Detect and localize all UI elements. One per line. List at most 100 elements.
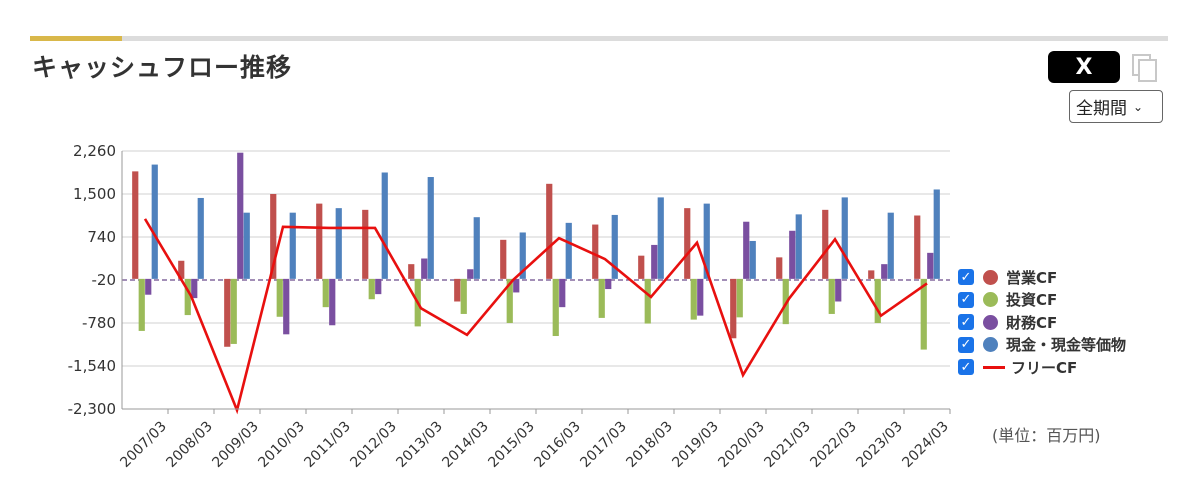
x-tick-label: 2012/03 [347, 419, 399, 471]
copy-icon[interactable] [1132, 54, 1158, 82]
bar-2 [506, 278, 513, 323]
bar-4 [381, 172, 388, 279]
bar-3 [513, 278, 520, 293]
bar-4 [565, 222, 572, 279]
legend-swatch-cash [983, 337, 998, 353]
x-tick-label: 2017/03 [577, 419, 629, 471]
period-select[interactable]: 全期間 ⌄ [1069, 90, 1163, 123]
bar-2 [828, 278, 835, 314]
bar-4 [243, 212, 250, 279]
legend-swatch-investing [983, 292, 998, 308]
y-tick-label: 1,500 [73, 185, 116, 203]
y-tick-label: -1,540 [68, 357, 116, 375]
bar-3 [789, 230, 796, 279]
bar-layer [132, 152, 940, 350]
bar-1 [316, 203, 323, 279]
bar-2 [644, 278, 651, 324]
bar-4 [151, 164, 158, 279]
bar-1 [178, 260, 185, 279]
x-tick-label: 2019/03 [669, 419, 721, 471]
bar-3 [559, 278, 566, 308]
bar-1 [638, 255, 645, 279]
bar-4 [887, 212, 894, 279]
legend-label-cash: 現金・現金等価物 [1006, 336, 1127, 355]
bar-1 [592, 224, 599, 279]
x-tick-label: 2018/03 [623, 419, 675, 471]
bar-3 [835, 278, 842, 302]
header-rule-accent [30, 36, 122, 41]
bar-3 [651, 244, 658, 279]
legend-checkbox-investing[interactable]: ✓ [958, 291, 974, 308]
x-tick-label: 2008/03 [163, 419, 215, 471]
legend-item-operating-cf[interactable]: ✓ 営業CF [958, 266, 1126, 289]
bar-1 [684, 208, 691, 279]
legend: ✓ 営業CF ✓ 投資CF ✓ 財務CF ✓ 現金・現金等価物 ✓ フリーCF [958, 266, 1126, 379]
bar-1 [454, 278, 461, 302]
free-cf-line [143, 218, 928, 415]
bar-2 [184, 278, 191, 316]
x-tick-label: 2022/03 [807, 419, 859, 471]
x-tick-label: 2024/03 [899, 419, 951, 471]
bar-3 [697, 278, 704, 316]
bar-2 [322, 278, 329, 308]
bar-1 [224, 278, 231, 347]
legend-checkbox-free[interactable]: ✓ [958, 359, 974, 376]
x-tick-label: 2016/03 [531, 419, 583, 471]
bar-2 [920, 278, 927, 350]
header-rule [30, 36, 1168, 41]
legend-checkbox-cash[interactable]: ✓ [958, 336, 974, 353]
bar-4 [703, 203, 710, 279]
bar-4 [197, 197, 204, 279]
bar-4 [841, 197, 848, 279]
bar-3 [283, 278, 290, 335]
x-tick-label: 2014/03 [439, 419, 491, 471]
legend-item-investing-cf[interactable]: ✓ 投資CF [958, 289, 1126, 312]
bar-2 [230, 278, 237, 344]
share-x-button[interactable]: X [1048, 51, 1120, 83]
y-tick-label: -20 [92, 271, 117, 289]
bar-2 [460, 278, 467, 314]
legend-swatch-free [983, 365, 1005, 369]
bar-3 [145, 278, 152, 295]
bar-4 [657, 197, 664, 279]
y-tick-label: -2,300 [68, 400, 116, 418]
legend-label-operating: 営業CF [1006, 268, 1058, 287]
bar-1 [776, 257, 783, 279]
bar-3 [191, 278, 198, 299]
legend-item-cash-equivalents[interactable]: ✓ 現金・現金等価物 [958, 334, 1126, 357]
bar-2 [736, 278, 743, 318]
bar-4 [427, 177, 434, 279]
bar-1 [822, 209, 829, 279]
period-select-value: 全期間 [1076, 99, 1127, 119]
bar-3 [237, 152, 244, 279]
legend-checkbox-operating[interactable]: ✓ [958, 269, 974, 286]
bar-3 [421, 258, 428, 279]
x-tick-label: 2021/03 [761, 419, 813, 471]
legend-checkbox-financing[interactable]: ✓ [958, 314, 974, 331]
bar-1 [408, 264, 415, 279]
x-tick-label: 2010/03 [255, 419, 307, 471]
x-tick-label: 2013/03 [393, 419, 445, 471]
bar-2 [782, 278, 789, 325]
x-logo-icon: X [1075, 54, 1093, 80]
bar-1 [546, 183, 553, 279]
x-tick-label: 2015/03 [485, 419, 537, 471]
legend-label-financing: 財務CF [1006, 313, 1058, 332]
bar-2 [874, 278, 881, 323]
bar-3 [743, 221, 750, 279]
bar-4 [519, 232, 526, 279]
bar-3 [467, 269, 474, 279]
bar-1 [362, 209, 369, 279]
bar-4 [289, 212, 296, 279]
legend-item-financing-cf[interactable]: ✓ 財務CF [958, 311, 1126, 334]
x-tick-label: 2020/03 [715, 419, 767, 471]
y-tick-label: 2,260 [73, 142, 116, 160]
bar-4 [335, 208, 342, 279]
y-tick-label: 740 [87, 228, 116, 246]
line-layer [143, 218, 928, 415]
bar-2 [138, 278, 145, 331]
bar-2 [690, 278, 697, 320]
legend-item-free-cf[interactable]: ✓ フリーCF [958, 356, 1126, 379]
chevron-down-icon: ⌄ [1133, 99, 1144, 114]
